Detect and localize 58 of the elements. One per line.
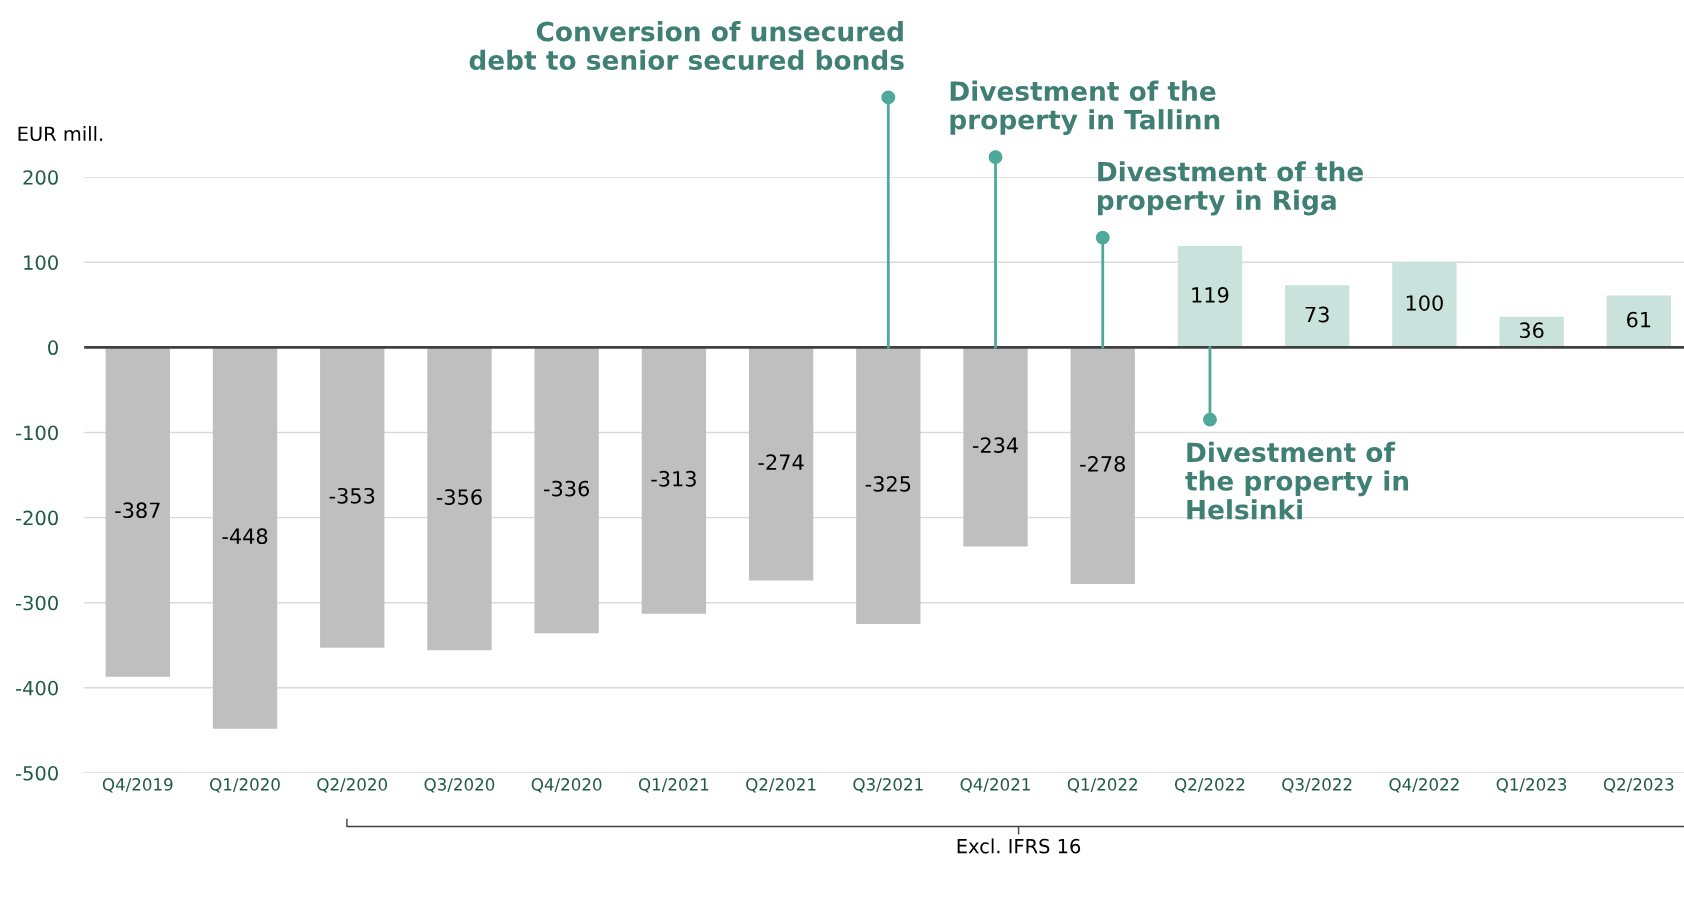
bar bbox=[641, 347, 707, 614]
x-tick-label: Q3/2022 bbox=[1282, 778, 1352, 793]
x-tick-label: Q4/2022 bbox=[1389, 778, 1459, 793]
x-tick-label: Q1/2023 bbox=[1496, 778, 1567, 793]
annotation: Divestment of the property in Tallinn bbox=[950, 80, 1220, 135]
data-label: 119 bbox=[1192, 287, 1229, 303]
data-label: -234 bbox=[972, 437, 1018, 454]
bar bbox=[1177, 246, 1243, 348]
x-tick-label: Q1/2021 bbox=[638, 778, 709, 793]
y-tick-label: 0 bbox=[48, 340, 58, 356]
bar bbox=[105, 347, 170, 677]
text: Excl. IFRS 16 bbox=[957, 838, 1081, 854]
data-label: -325 bbox=[865, 475, 911, 492]
bar bbox=[748, 347, 814, 581]
y-tick-label: -100 bbox=[16, 425, 58, 441]
x-tick-label: Q4/2019 bbox=[102, 778, 173, 793]
bar bbox=[1070, 347, 1135, 584]
y-tick-label: 100 bbox=[24, 255, 58, 270]
data-label: -448 bbox=[222, 528, 268, 545]
x-tick-label: Q2/2022 bbox=[1175, 778, 1245, 793]
annotation: Divestment of the property in Riga bbox=[1098, 161, 1363, 216]
bar bbox=[963, 347, 1028, 547]
bar bbox=[534, 347, 599, 634]
x-tick-label: Q3/2020 bbox=[424, 778, 495, 793]
data-label: -387 bbox=[115, 502, 160, 519]
x-tick-label: Q2/2023 bbox=[1603, 778, 1674, 793]
y-tick-label: -400 bbox=[16, 680, 58, 696]
annotation: Divestment of the property in Helsinki bbox=[1185, 441, 1409, 520]
x-tick-label: Q4/2020 bbox=[531, 778, 602, 793]
data-label: 61 bbox=[1627, 311, 1651, 328]
x-tick-label: Q2/2020 bbox=[317, 778, 388, 793]
data-label: 73 bbox=[1305, 306, 1329, 323]
x-tick-label: Q4/2021 bbox=[960, 778, 1030, 793]
x-tick-label: Q2/2021 bbox=[746, 778, 816, 793]
data-label: 36 bbox=[1519, 322, 1544, 339]
x-tick-label: Q1/2022 bbox=[1067, 778, 1137, 793]
y-tick-label: -500 bbox=[16, 765, 58, 781]
bar bbox=[212, 347, 278, 729]
data-label: -353 bbox=[329, 487, 375, 504]
x-tick-label: Q1/2020 bbox=[210, 778, 280, 793]
data-label: -274 bbox=[758, 454, 804, 470]
bar bbox=[1392, 262, 1457, 348]
y-tick-label: -200 bbox=[16, 510, 58, 526]
y-axis-title: EUR mill. bbox=[18, 126, 103, 142]
y-tick-label: 200 bbox=[23, 170, 58, 185]
annotation: Conversion of unsecured debt to senior secured bonds bbox=[469, 21, 904, 71]
data-label: -313 bbox=[651, 470, 696, 487]
bar bbox=[1285, 285, 1350, 348]
data-label: -356 bbox=[436, 489, 482, 505]
x-tick-label: Q3/2021 bbox=[853, 778, 923, 793]
bar bbox=[320, 347, 385, 648]
data-label: -336 bbox=[544, 480, 589, 497]
y-tick-label: -300 bbox=[16, 595, 58, 611]
data-label: -278 bbox=[1080, 455, 1125, 472]
data-label: 100 bbox=[1406, 295, 1443, 311]
bar bbox=[1606, 295, 1671, 348]
bar bbox=[856, 347, 921, 624]
bar bbox=[427, 347, 492, 651]
